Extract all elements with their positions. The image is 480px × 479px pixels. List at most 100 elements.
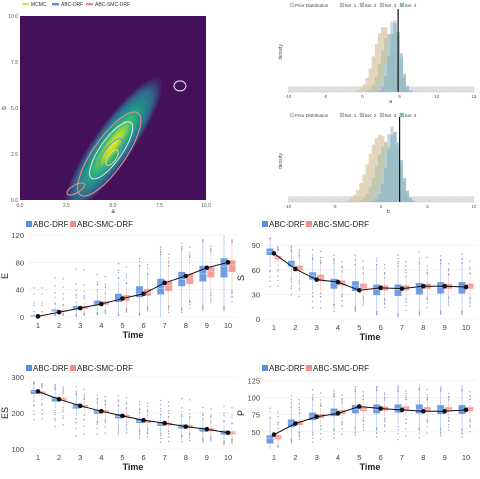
p5-outlier-point [319,257,322,259]
p5-outlier-point [333,259,335,261]
p3-histogram-bar [452,196,456,202]
p7-outlier-point [333,429,335,432]
p5-x-tick-label: 5 [357,323,361,332]
p5-outlier-point [418,263,421,266]
p5-outlier-point [405,275,407,278]
p6-outlier-point [146,414,149,416]
p2-legend-swatch [399,2,405,8]
p7-outlier-point [333,392,335,395]
p6-outlier-point [33,400,35,402]
p2-histogram-bar [346,86,351,92]
p5-outlier-point [397,313,399,316]
p3-histogram-bar [297,196,301,202]
p6-outlier-point [83,388,85,391]
p6-outlier-point [62,386,64,388]
p6-outlier-point [125,396,128,399]
p3-histogram-bar [374,194,379,202]
p7-outlier-point [362,394,365,396]
p4-outlier-point [167,309,170,311]
p6-outlier-point [41,402,43,405]
p4-outlier-point [62,305,64,307]
p6-outlier-point [75,422,77,424]
p6-outlier-point [210,437,212,440]
p2-histogram-bar [337,86,341,92]
p7-observed-point [463,407,469,413]
p7-outlier-point [375,436,378,438]
p7-outlier-point [298,409,301,411]
p7-outlier-point [469,430,471,433]
p7-outlier-point [319,438,322,440]
p5-outlier-point [269,270,271,273]
p5-outlier-point [469,301,471,303]
p5-outlier-point [426,256,429,259]
p7-outlier-point [461,429,463,432]
p6-outlier-point [75,386,77,388]
p6-outlier-point [167,430,170,433]
p4-outlier-point [181,247,183,249]
p7-outlier-point [375,390,378,392]
p7-abc-drf-box [415,404,423,414]
p6-outlier-point [210,440,212,442]
p3-histogram-bar [384,167,388,202]
p5-x-tick-label: 4 [336,323,340,332]
p1-legend-swatch [22,3,29,6]
p4-outlier-point [62,293,64,295]
p5-outlier-point [290,276,293,279]
p5-outlier-point [319,307,322,309]
p4-outlier-point [75,289,77,292]
p7-outlier-point [319,402,322,404]
p2-histogram-bar [356,86,360,92]
p7-outlier-point [439,427,442,429]
p4-outlier-point [167,307,170,309]
p7-outlier-point [375,429,378,431]
p4-outlier-point [146,306,149,308]
p6-outlier-point [181,441,183,443]
p1-y-axis-label: b [2,106,8,110]
p5-observed-line [273,252,467,291]
p4-outlier-point [62,303,64,306]
p7-outlier-point [405,390,407,392]
p4-outlier-point [138,257,141,260]
p4-outlier-point [138,268,141,270]
p7-outlier-point [383,394,386,396]
p6-outlier-point [54,385,56,387]
p5-outlier-point [277,245,279,248]
p7-x-tick-label: 5 [357,453,361,462]
p7-outlier-point [333,393,335,396]
p7-outlier-point [426,432,429,434]
p4-outlier-point [181,311,183,314]
p5-outlier-point [461,313,463,316]
p4-outlier-point [125,309,128,311]
p4-outlier-point [41,310,43,313]
p5-outlier-point [319,261,322,263]
p5-outlier-point [397,262,399,265]
p7-outlier-point [341,423,343,426]
p5-outlier-point [269,280,271,282]
p5-outlier-point [439,311,442,313]
p1-x-tick-label: 2.5 [63,203,70,209]
p7-x-tick-label: 3 [315,453,319,462]
p5-legend-label-abc-drf: ABC-DRF [269,220,305,229]
p6-observed-point [183,424,189,429]
p7-outlier-point [397,389,399,391]
p2-histogram-bar [393,23,397,92]
p2-x-tick-label: 15 [471,94,477,99]
p5-outlier-point [397,314,399,317]
p6-outlier-point [146,431,149,434]
p7-outlier-point [418,389,421,392]
p5-outlier-point [418,312,421,314]
p7-outlier-point [447,392,450,395]
p5-y-tick-label: 0 [256,315,260,324]
p6-outlier-point [54,413,56,416]
p4-outlier-point [159,246,162,248]
p6-outlier-point [210,414,212,416]
p4-observed-point [77,305,83,311]
p7-outlier-point [269,417,271,420]
p6-outlier-point [167,416,170,418]
p6-outlier-point [96,427,99,430]
p7-outlier-point [418,386,421,389]
p2-legend-swatch [339,2,345,8]
p7-outlier-point [319,404,322,406]
p6-outlier-point [54,419,56,422]
p6-outlier-point [231,422,233,424]
